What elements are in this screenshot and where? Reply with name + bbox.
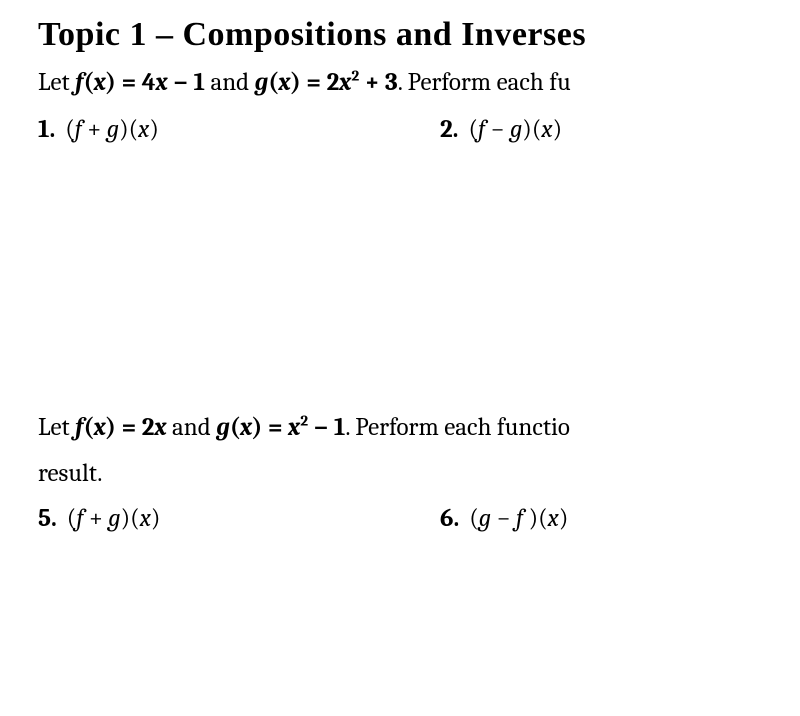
x-var: x bbox=[339, 68, 351, 97]
x-var: x bbox=[154, 413, 166, 442]
g-var: g bbox=[107, 115, 119, 144]
paren: )( bbox=[522, 115, 541, 144]
problem-6: 6. (g − f )(x) bbox=[440, 504, 568, 533]
text-post: . Perform each fu bbox=[398, 68, 571, 97]
paren: ) bbox=[553, 115, 563, 144]
text: Let bbox=[38, 68, 75, 97]
g-letter: g bbox=[216, 413, 230, 442]
coef: 2 bbox=[327, 68, 340, 97]
result-text: result. bbox=[38, 459, 800, 488]
problem-row-2: 5. (f + g)(x) 6. (g − f )(x) bbox=[38, 504, 800, 533]
paren: )( bbox=[119, 115, 138, 144]
section-2: Let f(x) = 2x and g(x) = x2 − 1. Perform… bbox=[38, 412, 800, 533]
problem-expression: (f − g)(x) bbox=[468, 115, 562, 144]
g-func: g(x) = 2x2 + 3 bbox=[255, 68, 398, 97]
paren: ( bbox=[84, 413, 94, 442]
rest: + 3 bbox=[359, 68, 398, 97]
problem-row-1: 1. (f + g)(x) 2. (f − g)(x) bbox=[38, 115, 800, 144]
problem-5: 5. (f + g)(x) bbox=[38, 504, 440, 533]
equals: = bbox=[116, 68, 142, 97]
problem-number: 1. bbox=[38, 115, 55, 144]
x-var: x bbox=[541, 115, 552, 144]
f-letter: f bbox=[75, 68, 83, 97]
x-var: x bbox=[94, 413, 106, 442]
f-var: f bbox=[478, 115, 491, 144]
and-text: and bbox=[167, 413, 217, 442]
paren: ( bbox=[469, 504, 479, 533]
problem-2: 2. (f − g)(x) bbox=[440, 115, 562, 144]
paren: )( bbox=[529, 504, 548, 533]
problem-number: 5. bbox=[38, 504, 57, 533]
paren: ) bbox=[106, 68, 116, 97]
f-var: f bbox=[516, 504, 529, 533]
exponent: 2 bbox=[351, 67, 359, 85]
paren: ( bbox=[230, 413, 240, 442]
f-letter: f bbox=[75, 413, 83, 442]
text-post: . Perform each functio bbox=[345, 413, 570, 442]
paren: ) bbox=[252, 413, 262, 442]
rest: − 1 bbox=[168, 68, 205, 97]
coef: 4 bbox=[142, 68, 156, 97]
paren: ) bbox=[559, 504, 569, 533]
problem-expression: (g − f )(x) bbox=[469, 504, 568, 533]
equals: = bbox=[116, 413, 142, 442]
problem-expression: (f + g)(x) bbox=[65, 115, 159, 144]
f-func: f(x) = 4x − 1 bbox=[75, 68, 205, 97]
text: Let bbox=[38, 413, 75, 442]
g-letter: g bbox=[255, 68, 269, 97]
paren: ) bbox=[149, 115, 159, 144]
section2-instruction: Let f(x) = 2x and g(x) = x2 − 1. Perform… bbox=[38, 412, 800, 443]
paren: ( bbox=[468, 115, 478, 144]
rest: − 1 bbox=[308, 413, 345, 442]
equals: = bbox=[301, 68, 327, 97]
section1-instruction: Let f(x) = 4x − 1 and g(x) = 2x2 + 3. Pe… bbox=[38, 68, 800, 97]
x-var: x bbox=[240, 413, 252, 442]
problem-expression: (f + g)(x) bbox=[67, 504, 161, 533]
x-var: x bbox=[94, 68, 106, 97]
problem-number: 2. bbox=[440, 115, 458, 144]
paren: )( bbox=[121, 504, 140, 533]
page-title: Topic 1 – Compositions and Inverses bbox=[38, 16, 800, 54]
operator: − bbox=[497, 504, 516, 533]
paren: ) bbox=[106, 413, 116, 442]
f-var: f bbox=[75, 115, 88, 144]
paren: ( bbox=[67, 504, 77, 533]
x-var: x bbox=[548, 504, 559, 533]
paren: ) bbox=[291, 68, 301, 97]
x-var: x bbox=[279, 68, 291, 97]
paren: ) bbox=[151, 504, 161, 533]
operator: − bbox=[491, 115, 510, 144]
g-var: g bbox=[510, 115, 522, 144]
and-text: and bbox=[205, 68, 255, 97]
x-var: x bbox=[156, 68, 168, 97]
problem-number: 6. bbox=[440, 504, 459, 533]
equals: = bbox=[262, 413, 288, 442]
f-func: f(x) = 2x bbox=[75, 413, 166, 442]
x-var: x bbox=[140, 504, 151, 533]
x-var: x bbox=[138, 115, 149, 144]
paren: ( bbox=[84, 68, 94, 97]
problem-1: 1. (f + g)(x) bbox=[38, 115, 440, 144]
exponent: 2 bbox=[300, 412, 308, 430]
g-func: g(x) = x2 − 1 bbox=[216, 413, 345, 442]
g-var: g bbox=[108, 504, 120, 533]
coef: 2 bbox=[142, 413, 155, 442]
paren: ( bbox=[65, 115, 75, 144]
paren: ( bbox=[268, 68, 278, 97]
f-var: f bbox=[76, 504, 89, 533]
operator: + bbox=[89, 504, 108, 533]
g-var: g bbox=[479, 504, 497, 533]
operator: + bbox=[87, 115, 106, 144]
x-var: x bbox=[288, 413, 300, 442]
